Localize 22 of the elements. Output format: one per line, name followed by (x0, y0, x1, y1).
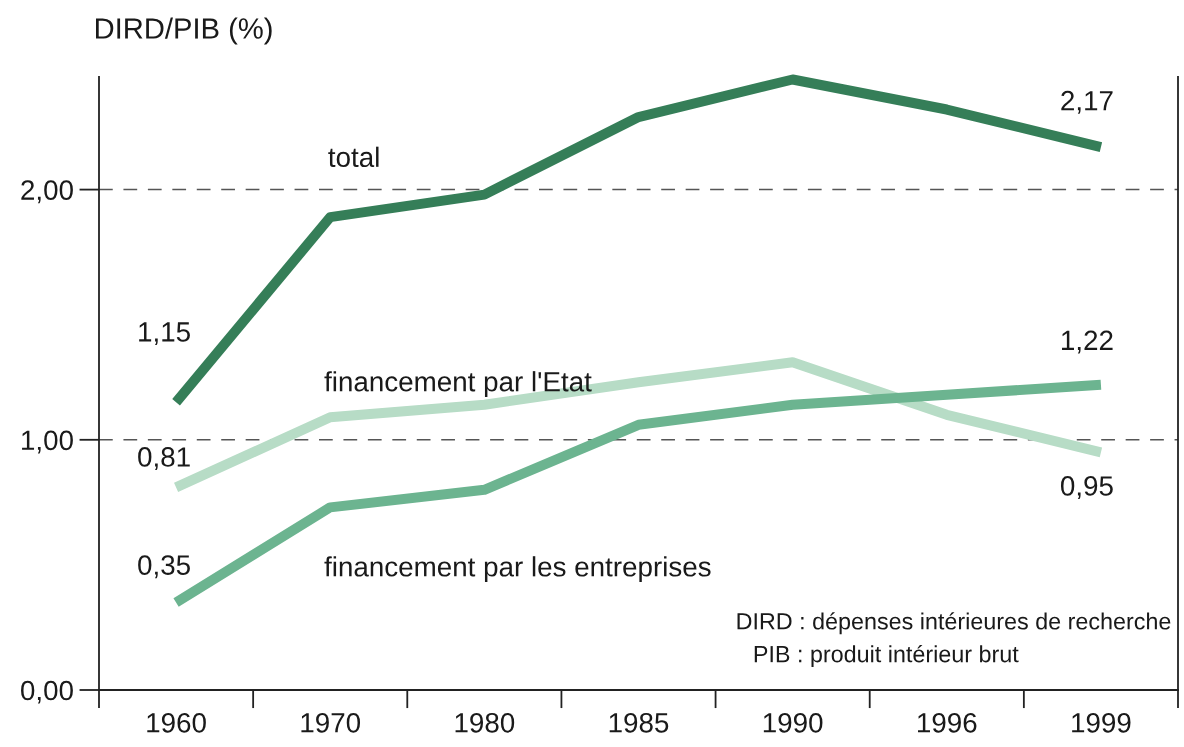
y-axis-title: DIRD/PIB (%) (96, 17, 272, 45)
data-label: 0,35 (138, 555, 190, 579)
data-label: 1,22 (1062, 330, 1113, 354)
x-tick-label: 1990 (763, 712, 823, 733)
series-label: financement par l'Etat (324, 371, 592, 398)
annotation: PIB : produit intérieur brut (754, 644, 1019, 667)
y-tick-label: 0,00 (21, 680, 73, 704)
annotation: DIRD : dépenses intérieures de recherche (737, 612, 1171, 635)
y-tick-label: 1,00 (22, 430, 73, 454)
data-label: 2,17 (1061, 90, 1113, 114)
data-label: 0,95 (1060, 476, 1113, 500)
x-tick-label: 1970 (301, 712, 361, 733)
x-tick-label: 1996 (918, 712, 977, 733)
y-tick-label: 2,00 (21, 180, 73, 204)
x-tick-label: 1999 (1072, 712, 1131, 733)
x-tick-label: 1960 (147, 712, 206, 733)
x-tick-label: 1985 (609, 712, 669, 733)
x-tick-label: 1980 (455, 712, 515, 733)
series-label: financement par les entreprises (324, 556, 711, 583)
data-label: 0,81 (138, 447, 190, 471)
data-label: 1,15 (139, 322, 190, 345)
series-label: total (328, 146, 379, 168)
